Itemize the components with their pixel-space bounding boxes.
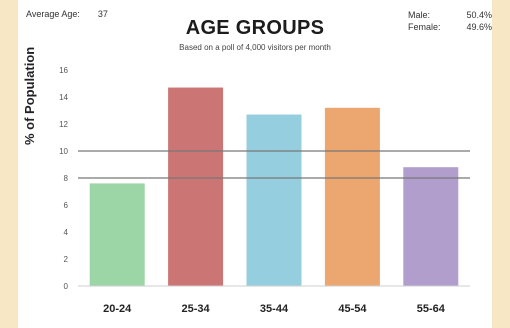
bar-20-24 xyxy=(89,183,145,286)
y-tick-label: 14 xyxy=(59,93,68,102)
bar-45-54 xyxy=(324,107,380,286)
y-tick-label: 8 xyxy=(64,174,69,183)
y-tick-label: 4 xyxy=(64,228,69,237)
stat-label: Male: xyxy=(408,10,431,20)
y-tick-label: 2 xyxy=(64,255,69,264)
stat-female: Female: 49.6% xyxy=(408,21,492,33)
bar-25-34 xyxy=(168,87,224,286)
y-tick-label: 0 xyxy=(64,282,69,291)
x-tick-label: 45-54 xyxy=(338,303,367,315)
chart-subtitle: Based on a poll of 4,000 visitors per mo… xyxy=(179,43,331,52)
average-age-label: Average Age: xyxy=(26,9,80,19)
y-tick-label: 12 xyxy=(59,120,68,129)
x-tick-label: 25-34 xyxy=(182,303,211,315)
x-tick-label: 20-24 xyxy=(103,303,132,315)
y-tick-label: 6 xyxy=(64,201,69,210)
x-tick-label: 35-44 xyxy=(260,303,289,315)
chart-title: AGE GROUPS xyxy=(185,17,325,39)
stat-value: 49.6% xyxy=(466,22,492,32)
stat-label: Female: xyxy=(408,22,441,32)
bar-55-64 xyxy=(403,167,459,286)
y-tick-label: 10 xyxy=(59,147,68,156)
average-age-value: 37 xyxy=(97,9,108,19)
gender-stats: Male: 50.4% Female: 49.6% xyxy=(408,9,492,33)
x-tick-label: 55-64 xyxy=(417,303,446,315)
average-age: Average Age: 37 xyxy=(26,9,108,19)
stat-male: Male: 50.4% xyxy=(408,9,492,21)
y-tick-label: 16 xyxy=(59,66,68,75)
stat-value: 50.4% xyxy=(466,10,492,20)
bar-35-44 xyxy=(246,114,302,286)
